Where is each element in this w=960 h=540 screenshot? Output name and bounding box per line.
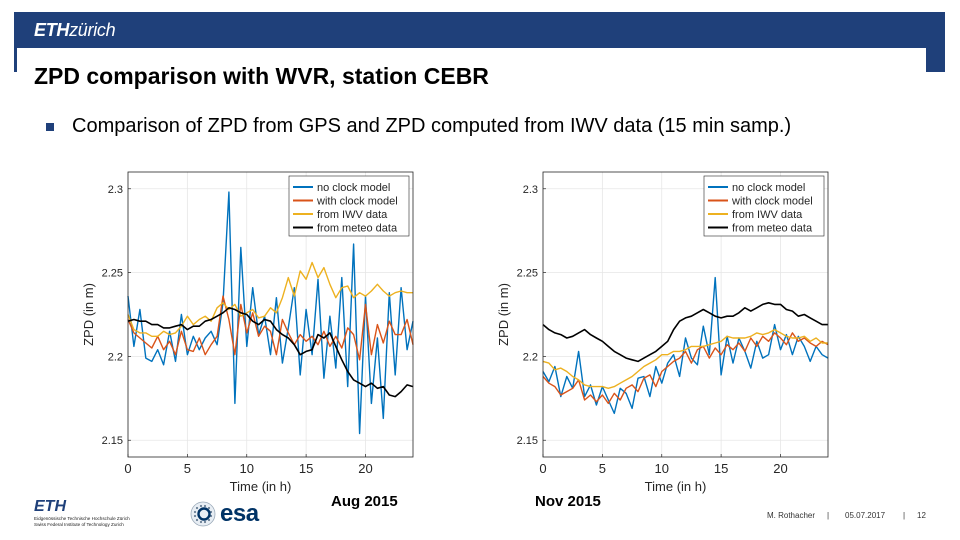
- chart-aug-2015: 0 5 10 15 20 2.15 2.2 2.25 2.3 Time (in h) ZPD (in…: [75, 160, 425, 500]
- y-tick-label: 2.15: [517, 435, 538, 447]
- plot-frame: [127, 171, 414, 458]
- caption-aug-2015: Aug 2015: [331, 493, 398, 510]
- x-tick-label: 5: [184, 461, 191, 476]
- header-bar-fill: [14, 12, 945, 48]
- slide-title: ZPD comparison with WVR, station CEBR: [34, 63, 489, 89]
- x-axis-label: Time (in h): [645, 479, 707, 494]
- footer-separator-2: |: [903, 511, 906, 520]
- caption-nov-2015: Nov 2015: [535, 493, 601, 510]
- header-bar-left-tab: [14, 48, 17, 72]
- y-axis-label: ZPD (in m): [81, 283, 96, 346]
- legend-label-2: from IWV data: [317, 209, 388, 221]
- bullet-item: Comparison of ZPD from GPS and ZPD compu…: [46, 115, 791, 138]
- series-line-3: [542, 302, 828, 363]
- y-tick-label: 2.25: [102, 268, 123, 280]
- series-line-1: [542, 332, 829, 405]
- esa-globe-icon: [190, 501, 216, 527]
- eth-zurich-logo: ETHzürich: [34, 19, 116, 41]
- footer-date: 05.07.2017: [845, 511, 886, 520]
- chart-svg: 0 5 10 15 20 2.15 2.2 2.25 2.3 Time (in h) ZPD (in…: [81, 171, 414, 494]
- legend-label-3: from meteo data: [732, 223, 813, 235]
- x-tick-label: 0: [124, 461, 131, 476]
- x-tick-label: 20: [773, 461, 787, 476]
- legend-label-0: no clock model: [732, 182, 805, 194]
- bullet-square-icon: [46, 122, 54, 131]
- x-tick-label: 15: [714, 461, 728, 476]
- plot-frame: [542, 171, 829, 458]
- footer-separator-1: |: [827, 511, 830, 520]
- footer-eth-line2: Swiss Federal Institute of Technology Zu…: [34, 522, 124, 527]
- x-tick-label: 10: [240, 461, 254, 476]
- y-tick-label: 2.2: [523, 351, 538, 363]
- header-bar: [0, 12, 945, 72]
- header-bar-right-tab: [926, 48, 945, 72]
- chart-svg: 0 5 10 15 20 2.15 2.2 2.25 2.3 Time (in h) ZPD (in…: [496, 171, 829, 494]
- x-axis-label: Time (in h): [230, 479, 292, 494]
- series-line-3: [127, 307, 414, 398]
- legend-label-3: from meteo data: [317, 223, 398, 235]
- esa-word: esa: [220, 500, 259, 527]
- footer-page-number: 12: [917, 511, 926, 520]
- footer-eth-word: ETH: [34, 498, 66, 515]
- legend-label-1: with clock model: [731, 196, 813, 208]
- series-line-2: [127, 261, 413, 338]
- legend-label-0: no clock model: [317, 182, 390, 194]
- y-tick-label: 2.25: [517, 268, 538, 280]
- y-tick-label: 2.3: [523, 184, 538, 196]
- y-tick-label: 2.15: [102, 435, 123, 447]
- esa-logo: esa: [188, 499, 268, 529]
- legend-label-2: from IWV data: [732, 209, 803, 221]
- bullet-text: Comparison of ZPD from GPS and ZPD compu…: [72, 115, 792, 137]
- x-tick-label: 20: [358, 461, 372, 476]
- series-line-2: [542, 328, 828, 390]
- y-axis-label: ZPD (in m): [496, 283, 511, 346]
- x-tick-label: 5: [599, 461, 606, 476]
- y-tick-label: 2.2: [108, 351, 123, 363]
- logo-zurich: zürich: [69, 20, 116, 40]
- chart-nov-2015: 0 5 10 15 20 2.15 2.2 2.25 2.3 Time (in h) ZPD (in…: [490, 160, 840, 500]
- x-tick-label: 0: [539, 461, 546, 476]
- series-line-1: [127, 295, 414, 361]
- logo-eth: ETH: [34, 20, 70, 40]
- series-line-0: [542, 276, 829, 415]
- x-tick-label: 10: [655, 461, 669, 476]
- footer-author: M. Rothacher: [767, 511, 816, 520]
- y-tick-label: 2.3: [108, 184, 123, 196]
- footer-eth-line1: Eidgenössische Technische Hochschule Zür…: [34, 516, 130, 521]
- legend-label-1: with clock model: [316, 196, 398, 208]
- x-tick-label: 15: [299, 461, 313, 476]
- footer-eth-logo: ETH Eidgenössische Technische Hochschule…: [34, 498, 184, 528]
